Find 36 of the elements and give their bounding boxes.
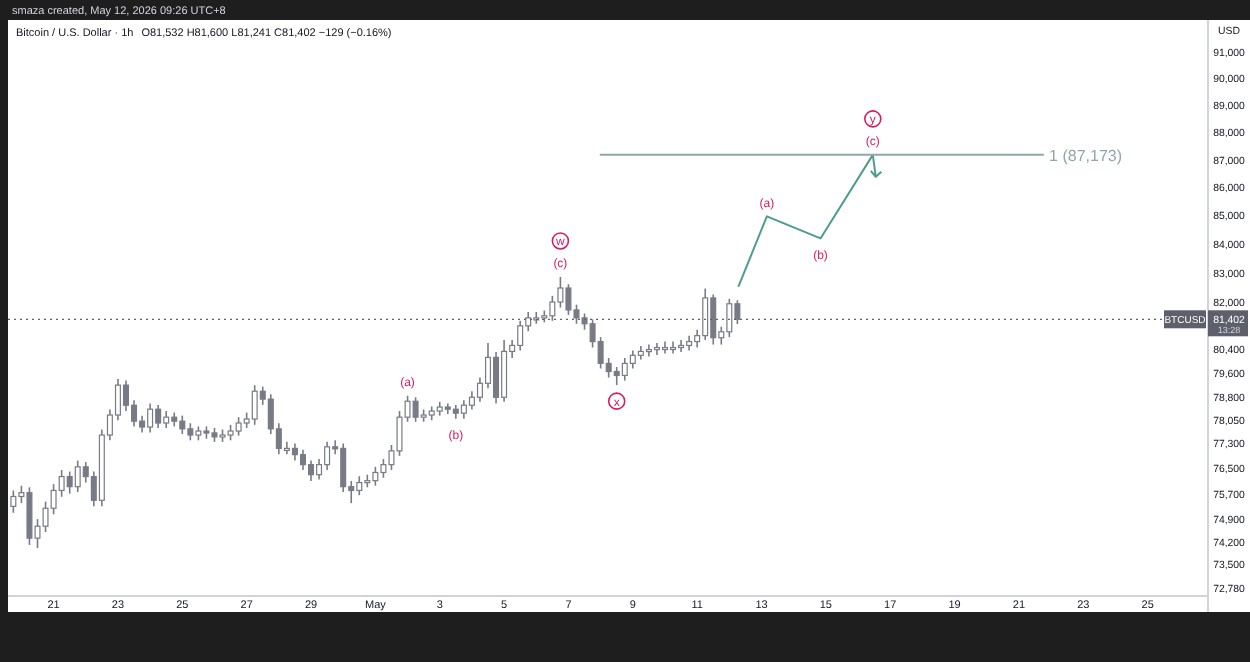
candlestick bbox=[356, 475, 363, 497]
candlestick bbox=[501, 339, 508, 403]
candlestick bbox=[613, 366, 620, 386]
candlestick bbox=[324, 441, 331, 471]
candlestick bbox=[299, 448, 306, 471]
candlestick bbox=[661, 340, 668, 355]
candlestick bbox=[372, 466, 379, 487]
series-label: 1 (87,173) bbox=[1049, 146, 1123, 165]
candlestick bbox=[710, 293, 717, 346]
candlestick bbox=[702, 287, 709, 341]
candlestick bbox=[412, 396, 419, 423]
candlestick bbox=[308, 459, 315, 482]
candlestick bbox=[645, 343, 652, 358]
candlestick bbox=[251, 384, 258, 426]
candlestick bbox=[549, 295, 556, 322]
candlestick bbox=[155, 404, 162, 429]
candlestick bbox=[179, 414, 186, 435]
candlestick bbox=[517, 320, 524, 352]
candlestick bbox=[670, 340, 677, 355]
candlestick bbox=[734, 299, 741, 325]
candlestick bbox=[460, 399, 467, 420]
candlestick bbox=[380, 458, 387, 479]
candlestick bbox=[147, 402, 154, 434]
candlestick bbox=[726, 297, 733, 338]
candlestick bbox=[493, 351, 500, 405]
candlestick bbox=[653, 342, 660, 356]
candlestick bbox=[340, 442, 347, 493]
candlestick bbox=[235, 416, 242, 437]
candlestick bbox=[26, 486, 33, 546]
candlestick bbox=[557, 276, 564, 309]
candlestick bbox=[74, 459, 81, 493]
candlestick bbox=[678, 339, 685, 353]
candlestick bbox=[621, 357, 628, 382]
candlestick bbox=[66, 470, 73, 495]
candlestick bbox=[565, 283, 572, 316]
candlestick bbox=[468, 390, 475, 411]
